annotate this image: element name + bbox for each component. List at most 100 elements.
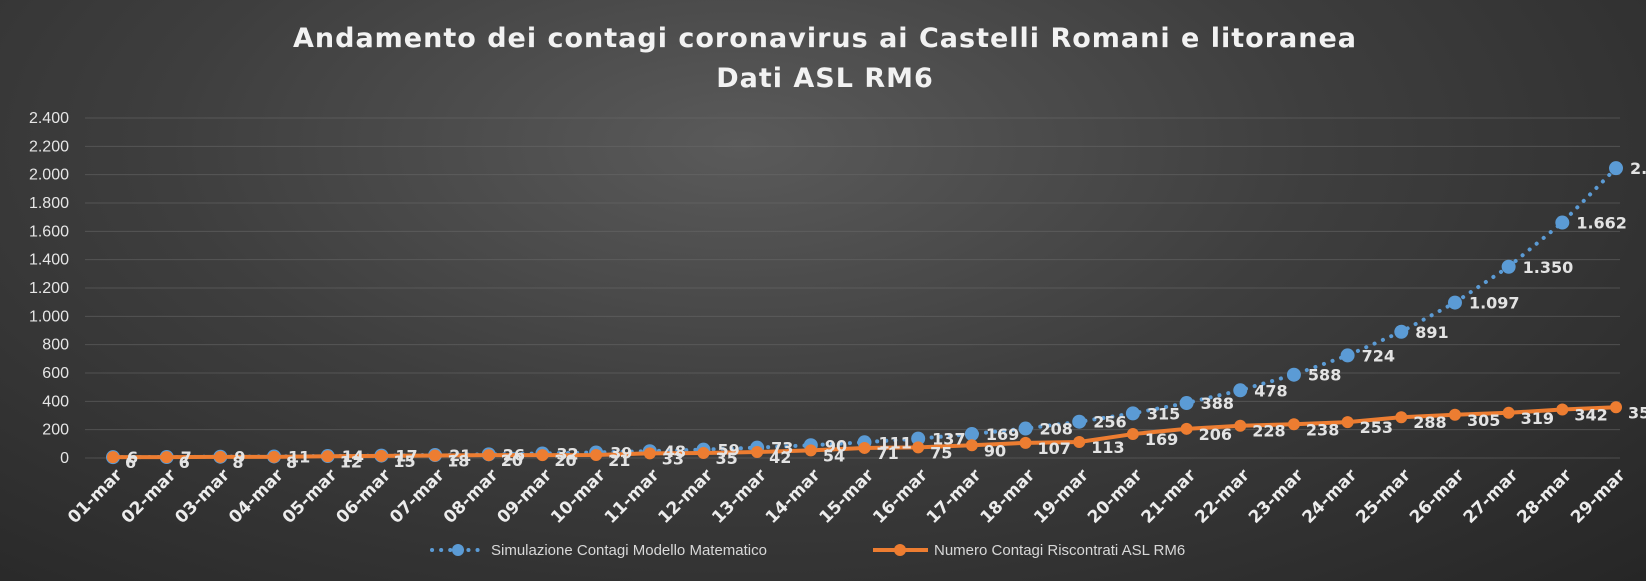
chart-subtitle: Dati ASL RM6 <box>716 63 934 94</box>
data-label-simulazione: 73 <box>771 439 793 458</box>
point-riscontrati <box>160 451 173 464</box>
data-label-riscontrati: 358 <box>1628 403 1646 422</box>
point-simulazione <box>1072 414 1087 429</box>
data-label-riscontrati: 206 <box>1199 425 1232 444</box>
point-simulazione <box>1555 215 1570 230</box>
point-riscontrati <box>107 451 119 464</box>
x-tick-label: 17-mar <box>923 465 986 528</box>
series-layer <box>106 161 1623 465</box>
data-label-riscontrati: 319 <box>1521 409 1554 428</box>
data-label-riscontrati: 75 <box>930 443 952 462</box>
y-tick-label: 1.200 <box>29 280 69 297</box>
data-label-simulazione: 388 <box>1201 394 1234 413</box>
point-riscontrati <box>536 449 549 462</box>
data-label-simulazione: 891 <box>1415 323 1448 342</box>
series-line-simulazione <box>111 166 1618 460</box>
x-tick-label: 20-mar <box>1084 465 1147 528</box>
point-riscontrati <box>697 447 710 460</box>
x-tick-label: 12-mar <box>655 465 718 528</box>
data-label-riscontrati: 113 <box>1091 438 1124 457</box>
point-riscontrati <box>804 444 817 457</box>
point-simulazione <box>1018 421 1033 436</box>
point-simulazione <box>1394 324 1409 339</box>
point-riscontrati <box>590 449 603 462</box>
point-riscontrati <box>1234 419 1247 432</box>
data-label-simulazione: 90 <box>825 436 847 455</box>
point-simulazione <box>1125 406 1140 421</box>
data-label-simulazione: 1.662 <box>1576 214 1627 233</box>
y-tick-label: 0 <box>60 450 69 467</box>
data-label-riscontrati: 6 <box>125 453 136 472</box>
x-tick-label: 23-mar <box>1245 465 1308 528</box>
y-tick-label: 2.000 <box>29 167 69 184</box>
point-riscontrati <box>1019 436 1032 449</box>
data-label-simulazione: 208 <box>1040 420 1073 439</box>
x-tick-label: 08-mar <box>440 465 503 528</box>
point-riscontrati <box>1395 411 1408 424</box>
x-tick-label: 05-mar <box>279 465 342 528</box>
data-label-riscontrati: 21 <box>608 451 630 470</box>
point-simulazione <box>1286 367 1301 382</box>
data-label-riscontrati: 20 <box>554 451 576 470</box>
point-riscontrati <box>1502 406 1515 419</box>
point-riscontrati <box>1126 428 1139 441</box>
x-tick-label: 27-mar <box>1460 465 1523 528</box>
point-simulazione <box>1609 161 1623 176</box>
y-tick-label: 600 <box>42 365 69 382</box>
y-tick-label: 1.400 <box>29 252 69 269</box>
data-label-simulazione: 256 <box>1093 413 1126 432</box>
data-label-riscontrati: 33 <box>662 449 684 468</box>
x-tick-label: 09-mar <box>494 465 557 528</box>
legend-label-riscontrati: Numero Contagi Riscontrati ASL RM6 <box>934 542 1185 559</box>
x-tick-label: 26-mar <box>1406 465 1469 528</box>
legend-marker-simulazione <box>452 544 464 556</box>
y-tick-label: 1.600 <box>29 223 69 240</box>
x-tick-label: 06-mar <box>332 465 395 528</box>
point-riscontrati <box>912 441 925 454</box>
point-riscontrati <box>751 446 764 459</box>
data-labels: 6 7 9 11 14 17 21 26 32 39 48 59 73 90 111 137 169 208 256… <box>125 159 1646 472</box>
legend-marker-riscontrati <box>894 544 906 556</box>
data-label-simulazione: 59 <box>717 441 739 460</box>
x-tick-label: 04-mar <box>225 465 288 528</box>
x-tick-label: 24-mar <box>1299 465 1362 528</box>
data-label-riscontrati: 8 <box>232 453 243 472</box>
x-tick-label: 21-mar <box>1138 465 1201 528</box>
point-riscontrati <box>1610 401 1622 414</box>
x-tick-label: 13-mar <box>708 465 771 528</box>
point-riscontrati <box>1556 403 1569 416</box>
y-tick-label: 400 <box>42 393 69 410</box>
data-label-riscontrati: 8 <box>286 453 297 472</box>
y-tick-label: 1.800 <box>29 195 69 212</box>
point-riscontrati <box>1180 422 1193 435</box>
x-tick-label: 25-mar <box>1352 465 1415 528</box>
data-label-riscontrati: 90 <box>984 441 1006 460</box>
data-label-simulazione: 169 <box>986 425 1019 444</box>
data-label-simulazione: 6 <box>127 448 138 467</box>
data-label-riscontrati: 35 <box>715 449 737 468</box>
data-label-simulazione: 2.046 <box>1630 159 1646 178</box>
point-riscontrati <box>375 449 388 462</box>
data-label-simulazione: 21 <box>449 446 471 465</box>
data-label-riscontrati: 238 <box>1306 420 1339 439</box>
data-label-simulazione: 39 <box>610 443 632 462</box>
point-riscontrati <box>429 449 442 462</box>
point-simulazione <box>1233 383 1248 398</box>
data-label-riscontrati: 42 <box>769 448 791 467</box>
y-tick-label: 2.200 <box>29 138 69 155</box>
point-riscontrati <box>1448 408 1461 421</box>
point-simulazione <box>1447 295 1462 310</box>
point-simulazione <box>964 427 979 442</box>
data-label-simulazione: 48 <box>664 442 686 461</box>
chart-title: Andamento dei contagi coronavirus ai Cas… <box>293 23 1357 54</box>
point-riscontrati <box>268 450 281 463</box>
data-label-riscontrati: 253 <box>1360 418 1393 437</box>
data-label-riscontrati: 228 <box>1252 422 1285 441</box>
x-tick-label: 02-mar <box>118 465 181 528</box>
point-riscontrati <box>321 450 334 463</box>
legend-label-simulazione: Simulazione Contagi Modello Matematico <box>491 542 767 559</box>
point-riscontrati <box>214 450 227 463</box>
point-riscontrati <box>1073 435 1086 448</box>
data-label-simulazione: 1.350 <box>1523 258 1574 277</box>
data-label-simulazione: 14 <box>342 447 364 466</box>
